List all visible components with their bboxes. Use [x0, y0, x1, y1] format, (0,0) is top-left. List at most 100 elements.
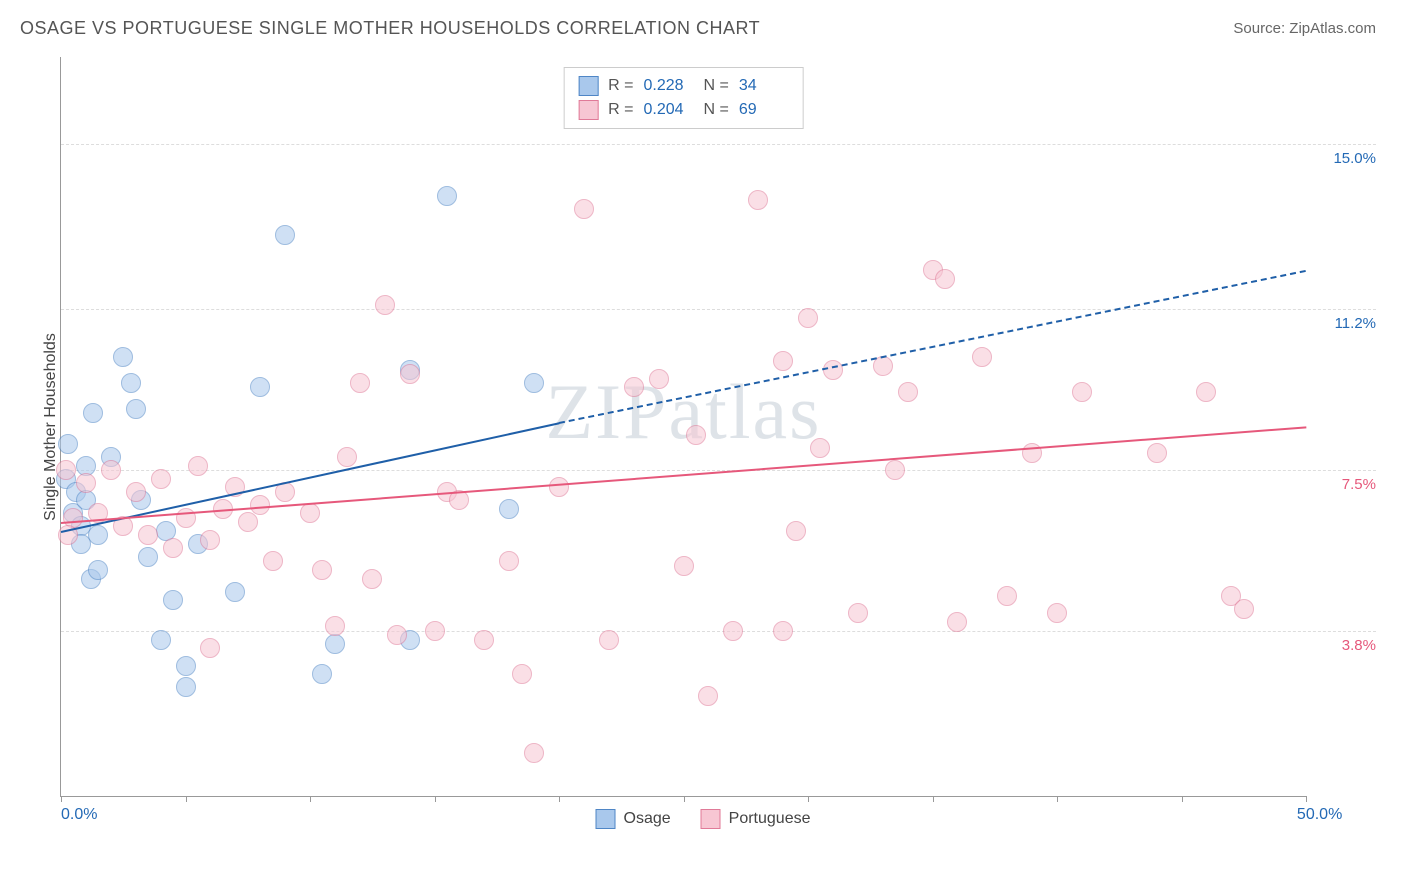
- data-point: [474, 630, 494, 650]
- data-point: [362, 569, 382, 589]
- y-tick-label: 15.0%: [1316, 150, 1376, 167]
- data-point: [935, 269, 955, 289]
- data-point: [176, 677, 196, 697]
- r-label: R =: [608, 77, 633, 95]
- gridline: [61, 631, 1376, 632]
- data-point: [350, 373, 370, 393]
- data-point: [773, 351, 793, 371]
- data-point: [138, 525, 158, 545]
- source-attribution: Source: ZipAtlas.com: [1233, 20, 1376, 37]
- x-tick: [808, 796, 809, 802]
- data-point: [126, 399, 146, 419]
- data-point: [126, 482, 146, 502]
- trend-line: [61, 426, 1306, 524]
- data-point: [56, 460, 76, 480]
- data-point: [499, 499, 519, 519]
- data-point: [263, 551, 283, 571]
- legend-item: Portuguese: [701, 809, 811, 829]
- y-axis-title: Single Mother Households: [42, 333, 60, 521]
- data-point: [163, 538, 183, 558]
- data-point: [163, 590, 183, 610]
- data-point: [387, 625, 407, 645]
- source-link[interactable]: ZipAtlas.com: [1289, 20, 1376, 37]
- data-point: [225, 582, 245, 602]
- x-tick: [559, 796, 560, 802]
- data-point: [176, 508, 196, 528]
- x-tick: [1306, 796, 1307, 802]
- data-point: [686, 425, 706, 445]
- data-point: [1072, 382, 1092, 402]
- data-point: [238, 512, 258, 532]
- data-point: [151, 630, 171, 650]
- data-point: [1147, 443, 1167, 463]
- watermark: ZIPatlas: [546, 367, 822, 457]
- osage-r-value: 0.228: [644, 77, 694, 95]
- data-point: [810, 438, 830, 458]
- data-point: [113, 347, 133, 367]
- data-point: [275, 225, 295, 245]
- gridline: [61, 309, 1376, 310]
- data-point: [823, 360, 843, 380]
- data-point: [250, 377, 270, 397]
- r-label: R =: [608, 101, 633, 119]
- x-axis-label: 0.0%: [61, 806, 97, 824]
- data-point: [748, 190, 768, 210]
- data-point: [1022, 443, 1042, 463]
- x-tick: [1057, 796, 1058, 802]
- stats-row-osage: R = 0.228 N = 34: [578, 74, 789, 98]
- data-point: [1196, 382, 1216, 402]
- data-point: [885, 460, 905, 480]
- data-point: [88, 560, 108, 580]
- data-point: [499, 551, 519, 571]
- x-tick: [61, 796, 62, 802]
- x-tick: [186, 796, 187, 802]
- data-point: [698, 686, 718, 706]
- chart-header: OSAGE VS PORTUGUESE SINGLE MOTHER HOUSEH…: [0, 0, 1406, 47]
- data-point: [88, 525, 108, 545]
- plot-area: Single Mother Households ZIPatlas R = 0.…: [60, 57, 1306, 797]
- gridline: [61, 144, 1376, 145]
- n-label: N =: [704, 77, 729, 95]
- data-point: [947, 612, 967, 632]
- data-point: [997, 586, 1017, 606]
- data-point: [200, 638, 220, 658]
- legend-label: Osage: [624, 810, 671, 828]
- data-point: [674, 556, 694, 576]
- source-prefix: Source:: [1233, 20, 1289, 37]
- data-point: [574, 199, 594, 219]
- data-point: [300, 503, 320, 523]
- data-point: [786, 521, 806, 541]
- stats-row-portuguese: R = 0.204 N = 69: [578, 98, 789, 122]
- data-point: [1047, 603, 1067, 623]
- data-point: [1234, 599, 1254, 619]
- data-point: [83, 403, 103, 423]
- data-point: [176, 656, 196, 676]
- x-tick: [684, 796, 685, 802]
- y-tick-label: 3.8%: [1316, 637, 1376, 654]
- x-tick: [435, 796, 436, 802]
- data-point: [200, 530, 220, 550]
- data-point: [972, 347, 992, 367]
- legend-swatch: [596, 809, 616, 829]
- data-point: [101, 460, 121, 480]
- data-point: [848, 603, 868, 623]
- osage-swatch: [578, 76, 598, 96]
- data-point: [773, 621, 793, 641]
- osage-n-value: 34: [739, 77, 789, 95]
- legend-swatch: [701, 809, 721, 829]
- x-tick: [310, 796, 311, 802]
- data-point: [425, 621, 445, 641]
- data-point: [325, 616, 345, 636]
- stats-legend: R = 0.228 N = 34 R = 0.204 N = 69: [563, 67, 804, 129]
- data-point: [375, 295, 395, 315]
- data-point: [599, 630, 619, 650]
- data-point: [723, 621, 743, 641]
- legend-label: Portuguese: [729, 810, 811, 828]
- trend-line: [559, 270, 1306, 424]
- data-point: [524, 373, 544, 393]
- legend-item: Osage: [596, 809, 671, 829]
- data-point: [250, 495, 270, 515]
- data-point: [138, 547, 158, 567]
- y-tick-label: 7.5%: [1316, 476, 1376, 493]
- data-point: [325, 634, 345, 654]
